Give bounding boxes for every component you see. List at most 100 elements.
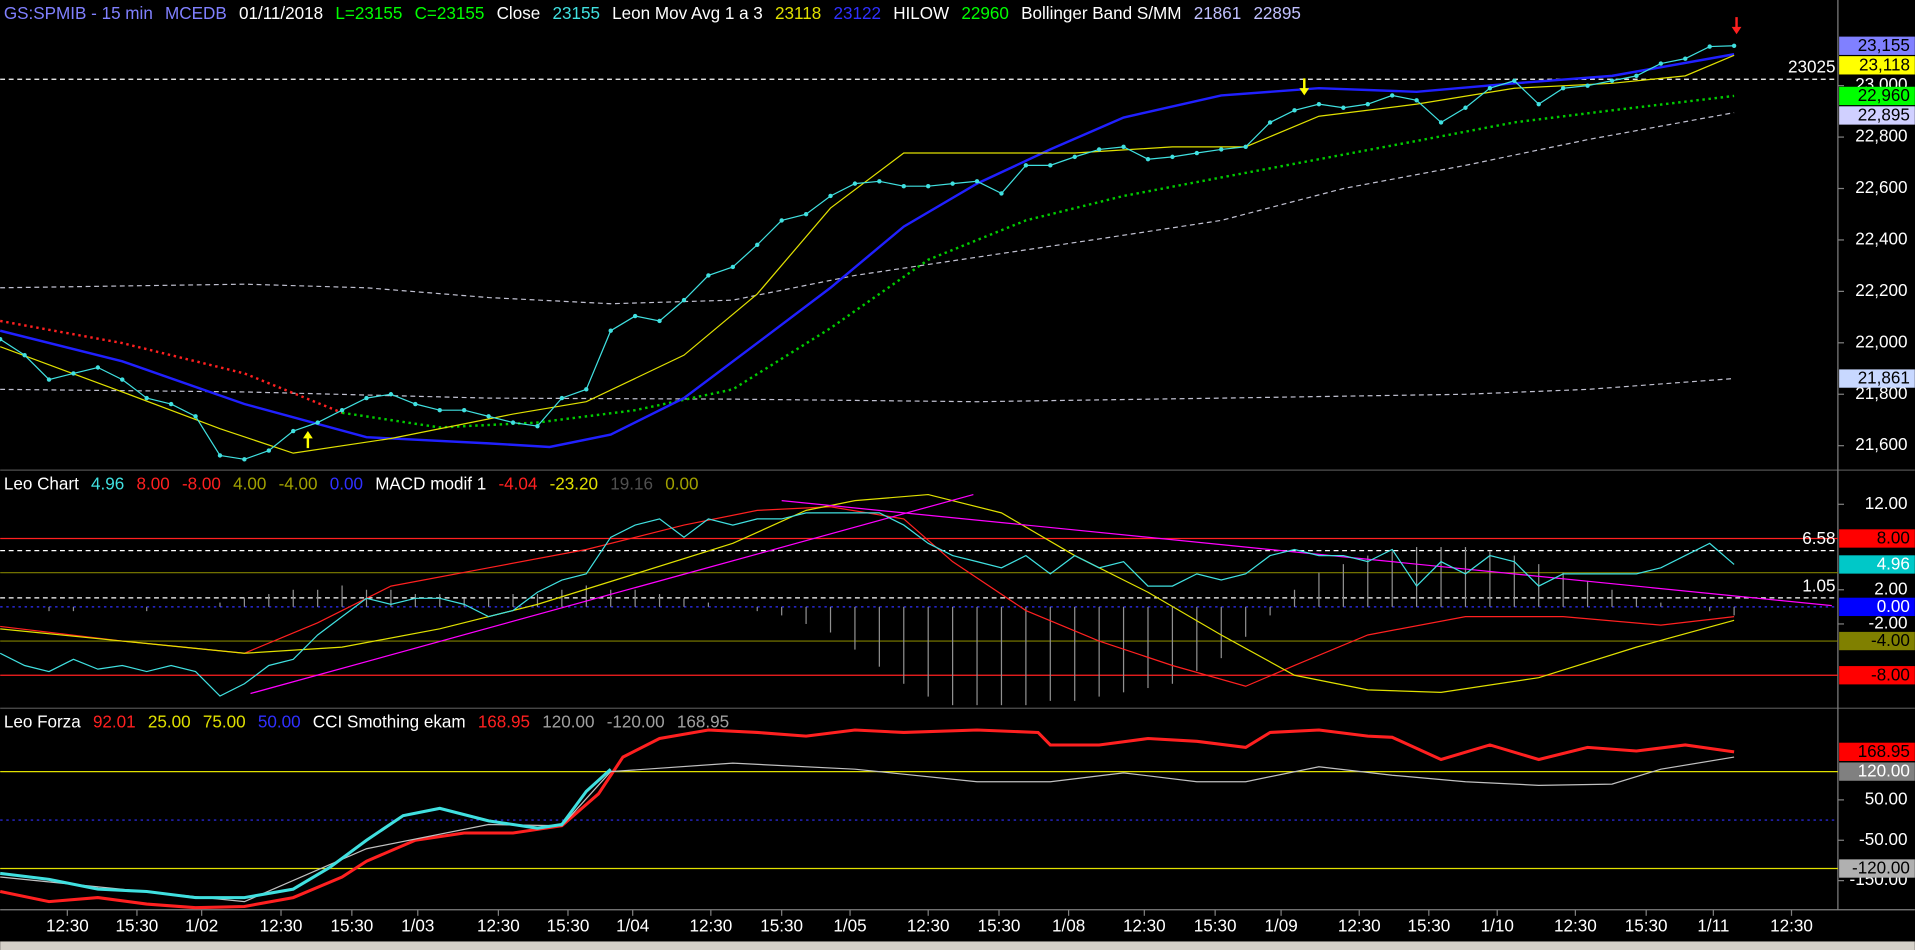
data-point [803,212,809,217]
data-point [46,377,52,382]
legend-item: 120.00 [542,712,594,731]
y-tick-label: 22,600 [1855,178,1907,197]
value-marker-label: 0.00 [1877,597,1910,616]
x-tick-label: 15:30 [547,916,590,935]
data-point [1585,83,1590,88]
data-point [1683,56,1688,61]
legend-item: 4.00 [233,474,266,493]
value-marker-label: 120.00 [1858,762,1910,781]
y-tick-label: 21,800 [1855,384,1907,403]
value-marker-label: 8.00 [1877,529,1910,548]
x-tick-label: 1/10 [1481,916,1514,935]
x-tick-label: 1/09 [1264,916,1297,935]
legend-item: 0.00 [330,474,363,493]
value-marker [1839,762,1915,781]
y-tick-label: 2.00 [1874,579,1907,598]
value-marker-label: 23,118 [1859,55,1910,74]
data-point [901,183,906,189]
series-line [0,512,1735,697]
value-marker [1839,369,1915,388]
data-point [22,352,27,358]
data-point [1707,44,1712,49]
data-point [1194,150,1200,156]
data-point [1512,78,1517,83]
data-point [1365,101,1370,107]
data-point [95,365,101,370]
y-tick-label: -2.00 [1869,613,1908,632]
data-point [1243,144,1248,150]
data-point [877,179,882,184]
legend-item: MCEDB [165,4,227,23]
data-point [584,387,589,392]
data-point [71,371,76,376]
x-tick-label: 12:30 [907,916,950,935]
value-marker-label: 168.95 [1858,742,1910,761]
x-tick-label: 1/11 [1697,916,1729,935]
x-tick-label: 12:30 [477,916,520,935]
legend-item: 8.00 [137,474,170,493]
y-tick-label: 22,000 [1855,332,1907,351]
data-point [1170,154,1175,160]
data-point [657,318,662,324]
x-tick-label: 15:30 [1625,916,1668,935]
value-marker [1839,106,1915,125]
series-line [0,54,1735,454]
data-point [1560,86,1566,91]
data-point [755,242,760,248]
data-point [1072,154,1077,160]
series-line [341,94,1735,429]
series-line [0,377,1735,403]
legend-item: Bollinger Band S/MM [1021,4,1181,23]
legend-item: 21861 [1194,4,1242,23]
x-tick-label: 1/05 [833,916,866,935]
value-marker [1839,666,1915,685]
data-point [437,407,442,413]
data-point [608,328,613,333]
legend-item: MACD modif 1 [375,474,486,493]
data-point [217,453,223,458]
legend-item: -8.00 [182,474,221,493]
value-marker [1839,56,1915,75]
y-tick-label: 21,600 [1855,435,1907,454]
x-tick-label: 12:30 [1338,916,1381,935]
data-point [828,193,833,199]
series-line [250,493,974,695]
legend-item: HILOW [893,4,950,23]
legend-item: 23118 [775,4,821,23]
series-line [0,319,343,414]
legend-item: 25.00 [148,712,191,731]
data-point [1096,147,1102,152]
data-point [0,337,3,342]
value-marker [1839,555,1915,574]
x-tick-label: 1/04 [616,916,649,935]
data-point [779,218,784,223]
legend-item: 0.00 [665,474,698,493]
value-marker [1839,529,1915,548]
data-point [510,420,516,425]
data-point [1487,86,1493,91]
value-marker-label: 23,155 [1858,36,1910,55]
x-tick-label: 15:30 [116,916,159,935]
y-tick-label: 12.00 [1865,494,1908,513]
legend-item: 92.01 [93,712,136,731]
legend-item: Leon Mov Avg 1 a 3 [612,4,763,23]
y-tick-label: 22,200 [1855,281,1907,300]
legend-item: -4.00 [279,474,318,493]
data-point [1609,78,1615,83]
series-line [0,756,1735,903]
legend-item: Leo Chart [4,474,79,493]
x-tick-label: 15:30 [1407,916,1450,935]
data-point [315,420,320,425]
reference-label: 1.05 [1802,576,1835,595]
x-tick-label: 12:30 [1123,916,1166,935]
x-tick-label: 12:30 [689,916,732,935]
series-line [0,728,1735,910]
data-point [1536,101,1541,107]
series-line [0,493,1735,693]
value-marker [1839,86,1915,106]
x-tick-label: 15:30 [978,916,1021,935]
legend-item: Leo Forza [4,712,81,731]
data-point [291,428,296,434]
